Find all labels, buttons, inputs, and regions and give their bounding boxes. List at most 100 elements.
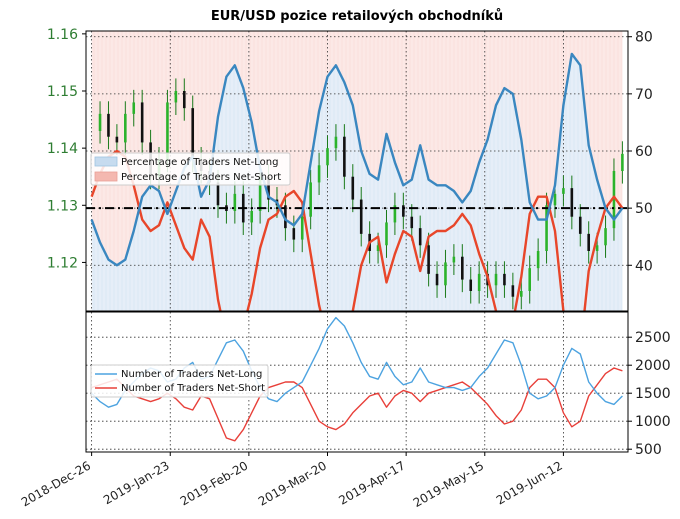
candle-body xyxy=(385,222,388,246)
net-short-area xyxy=(91,31,623,266)
candle-body xyxy=(604,228,607,246)
candle-body xyxy=(427,245,430,274)
candle-body xyxy=(191,108,195,160)
legend-label-number-net-long: Number of Traders Net-Long xyxy=(121,369,262,380)
x-tick-label: 2019-May-15 xyxy=(411,458,486,510)
candle-body xyxy=(174,91,178,103)
legend-label-net-long: Percentage of Traders Net-Long xyxy=(121,157,279,168)
candle-body xyxy=(595,245,599,251)
legend-swatch-net-long xyxy=(94,156,118,167)
candle-body xyxy=(461,256,464,280)
bottom-legend: Number of Traders Net-Long Number of Tra… xyxy=(90,364,269,398)
candle-body xyxy=(258,176,262,211)
x-tick-label: 2019-Mar-20 xyxy=(256,458,329,508)
candle-body xyxy=(250,211,253,223)
candle-body xyxy=(334,136,338,149)
candle-body xyxy=(528,268,532,291)
left-tick-label: 1.15 xyxy=(47,84,78,100)
candle-body xyxy=(317,165,321,183)
candle-body xyxy=(587,233,590,251)
x-tick-label: 2019-Jun-12 xyxy=(494,458,565,507)
candle-body xyxy=(519,291,523,297)
right-tick-label: 2500 xyxy=(635,330,671,346)
candle-body xyxy=(343,136,346,177)
sentiment-fills xyxy=(87,31,625,311)
candle-body xyxy=(98,113,102,131)
right-tick-label: 60 xyxy=(635,144,653,160)
right-tick-label: 1500 xyxy=(635,386,671,402)
candle-body xyxy=(402,205,405,217)
left-tick-label: 1.12 xyxy=(47,255,78,271)
candle-body xyxy=(233,193,237,211)
left-tick-label: 1.14 xyxy=(47,141,78,157)
bottom-legend-box xyxy=(90,364,269,398)
bottom-panel: 500 1000 1500 2000 2500 Number of Traders Ne… xyxy=(85,311,671,458)
candle-body xyxy=(410,216,414,229)
candle-body xyxy=(612,171,616,229)
top-plot-frame xyxy=(85,30,629,312)
left-price-axis: 1.12 1.13 1.14 1.15 1.16 xyxy=(47,27,86,271)
candle-body xyxy=(418,228,422,246)
candle-body xyxy=(124,113,127,143)
x-date-axis: 2018-Dec-26 2019-Jan-23 2019-Feb-20 2019-Ma… xyxy=(19,452,565,510)
candle-body xyxy=(309,182,312,217)
candle-body xyxy=(621,153,624,171)
candle-body xyxy=(107,113,110,137)
candle-body xyxy=(545,205,548,251)
candle-body xyxy=(477,273,481,291)
candle-body xyxy=(376,245,380,251)
candle-body xyxy=(393,205,397,223)
chart-title: EUR/USD pozice retailových obchodníků xyxy=(211,9,503,24)
x-tick-label: 2018-Dec-26 xyxy=(19,458,93,509)
net-short-percent-line xyxy=(90,149,624,311)
right-tick-label: 500 xyxy=(635,442,662,458)
x-tick-label: 2019-Feb-20 xyxy=(178,458,251,508)
right-tick-label: 2000 xyxy=(635,358,671,374)
right-tick-label: 40 xyxy=(635,258,653,274)
right-tick-label: 80 xyxy=(635,30,653,46)
candle-body xyxy=(435,273,439,286)
right-tick-label: 50 xyxy=(635,201,653,217)
right-tick-label: 1000 xyxy=(635,414,671,430)
x-tick-label: 2019-Apr-17 xyxy=(336,458,407,507)
candle-body xyxy=(469,279,473,291)
candle-body xyxy=(452,256,456,263)
price-candles xyxy=(98,78,624,310)
left-tick-label: 1.16 xyxy=(47,27,78,43)
candle-body xyxy=(444,262,447,286)
candle-body xyxy=(511,285,515,297)
legend-swatch-net-short xyxy=(94,171,118,182)
candle-body xyxy=(578,216,582,234)
candle-body xyxy=(570,188,574,217)
candle-body xyxy=(503,273,506,286)
candle-body xyxy=(553,193,557,206)
candle-body xyxy=(326,148,329,166)
candle-body xyxy=(536,251,540,269)
bottom-plot-frame xyxy=(85,311,629,453)
legend-label-number-net-short: Number of Traders Net-Short xyxy=(121,383,265,394)
candle-body xyxy=(140,102,144,143)
right-count-axis: 500 1000 1500 2000 2500 xyxy=(628,330,671,458)
candle-body xyxy=(494,273,498,286)
right-percent-axis: 40 50 60 70 80 xyxy=(628,30,653,274)
candle-body xyxy=(115,136,119,143)
top-panel: 1.12 1.13 1.14 1.15 1.16 40 50 60 70 80 Percenta… xyxy=(47,27,653,312)
candle-body xyxy=(351,176,355,200)
right-tick-label: 70 xyxy=(635,87,653,103)
top-legend-box xyxy=(90,152,291,186)
net-long-area xyxy=(91,53,623,311)
candle-body xyxy=(182,91,186,109)
legend-label-net-short: Percentage of Traders Net-Short xyxy=(121,172,281,183)
candle-body xyxy=(562,188,565,194)
candle-body xyxy=(216,182,220,206)
candle-body xyxy=(300,216,304,240)
bottom-gridlines xyxy=(86,312,628,452)
candle-body xyxy=(292,228,296,240)
number-net-short-line xyxy=(91,367,623,442)
candle-body xyxy=(166,102,169,160)
top-legend: Percentage of Traders Net-Long Percentag… xyxy=(90,152,291,186)
left-tick-label: 1.13 xyxy=(47,198,78,214)
x-tick-label: 2019-Jan-23 xyxy=(101,458,172,507)
candle-body xyxy=(284,205,287,229)
